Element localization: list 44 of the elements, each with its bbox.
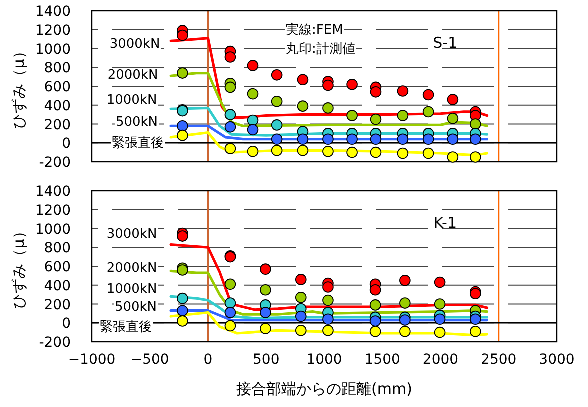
y-tick-label: 1000 (35, 42, 71, 58)
y-tick-label: -200 (39, 335, 71, 351)
y-tick-label: 400 (44, 98, 71, 114)
annotation: 3000kN (106, 227, 158, 242)
annotation: 500kN (114, 300, 158, 315)
x-tick-label: 2000 (422, 352, 459, 368)
x-tick-label: −1000 (68, 352, 116, 368)
y-tick-label: 400 (44, 278, 71, 294)
annotation: 1000kN (106, 93, 158, 108)
annotation: 実線:FEM (286, 22, 344, 38)
y-tick-label: 1400 (35, 4, 71, 20)
y-tick-label: 0 (62, 316, 71, 332)
x-tick-label: 0 (204, 352, 213, 368)
text: K-1 (434, 214, 458, 232)
x-tick-label: 3000 (539, 352, 575, 368)
y-tick-label: 200 (44, 117, 71, 134)
y-tick-label: 600 (44, 260, 71, 276)
x-tick-label: 500 (253, 352, 280, 368)
y-tick-label: -200 (39, 155, 71, 171)
y-tick-label: 1000 (35, 222, 71, 238)
x-tick-label: 2500 (481, 352, 517, 368)
annotation: 3000kN (110, 37, 160, 52)
x-tick-label: −500 (130, 352, 170, 368)
annotation: 丸印:計測値 (286, 42, 356, 57)
y-tick-label: 800 (44, 240, 71, 257)
y-axis-title: ひずみ（μ） (10, 44, 28, 129)
y-tick-label: 1200 (35, 202, 71, 219)
text: S-1 (433, 34, 458, 52)
y-tick-label: 200 (44, 297, 71, 314)
annotation: 緊張直後 (100, 320, 152, 335)
annotation: 2000kN (108, 68, 158, 83)
annotation: 緊張直後 (112, 136, 164, 151)
x-tick-label: 1500 (364, 352, 400, 368)
annotation: 500kN (116, 115, 158, 130)
y-tick-label: 800 (44, 60, 71, 77)
y-tick-label: 600 (44, 80, 71, 96)
y-tick-label: 1400 (35, 184, 71, 200)
x-tick-label: 1000 (306, 352, 342, 368)
y-axis-title: ひずみ（μ） (10, 224, 28, 309)
x-axis-title: 接合部端からの距離(mm) (236, 380, 412, 398)
annotation: 2000kN (106, 261, 158, 276)
annotation: 1000kN (106, 282, 158, 297)
y-tick-label: 1200 (35, 22, 71, 39)
y-tick-label: 0 (62, 136, 71, 152)
